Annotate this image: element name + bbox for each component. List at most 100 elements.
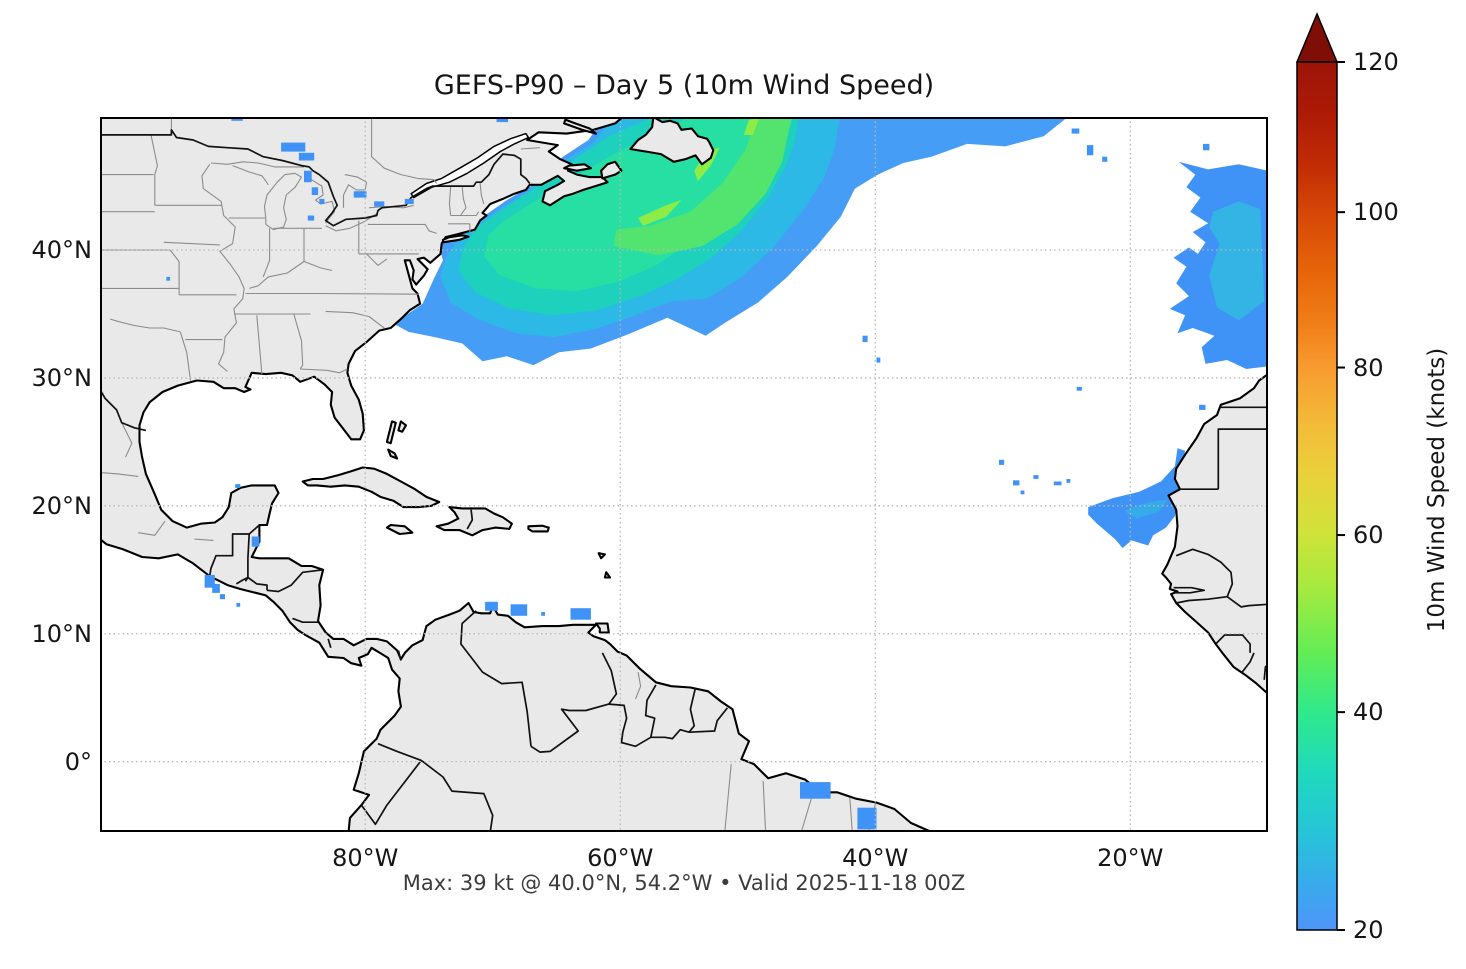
wind-speck [862,335,868,343]
wind-speck [304,170,312,183]
wind-speck [857,807,877,830]
state-border-mx-state-3 [138,520,166,536]
country-border-sierra-leone-liberia [1240,652,1255,674]
wind-speck [404,198,414,204]
colorbar-gradient [1296,61,1338,931]
state-border-ms-al [256,315,263,375]
wind-speck [541,612,545,616]
country-border-suriname-french-guiana [688,687,697,733]
country-border-colombia-ecuador [377,742,422,762]
country-border-colombia-venezuela [460,610,532,747]
state-border-brazil-state-3 [800,793,814,832]
y-tick-label: 20°N [31,491,93,520]
land-puerto-rico [527,524,550,533]
wind-speck [570,608,591,620]
country-border-haiti-dominican [466,509,474,530]
x-tick-label: 80°W [332,844,399,872]
y-tick-label: 0° [64,747,92,776]
country-border-nicaragua-costa-rica [292,617,318,624]
state-border-ga-fl [300,368,348,374]
map-plot-area [100,117,1268,832]
country-border-panama-colombia [397,650,402,661]
country-border-gambia [1173,586,1206,594]
wind-speck [999,459,1005,465]
land-long-island [441,234,470,244]
wind-speck [298,152,315,161]
wind-swath-35kt [483,117,767,291]
wind-speck [353,191,367,198]
wind-speck [1071,128,1080,134]
state-border-tx-la [179,331,192,381]
country-border-guyana-suriname [644,684,657,738]
country-border-french-guiana-brazil [689,707,729,734]
state-border-mn-dakotas [150,134,158,206]
land-prince-edward-island [563,163,592,172]
state-border-mx-state-1 [121,422,133,458]
state-border-il-in-wabash [262,228,271,278]
wind-ne-atlantic-blob-core [1209,201,1265,321]
wind-speck [1076,386,1082,391]
chart-title: GEFS-P90 – Day 5 (10m Wind Speed) [433,70,935,101]
colorbar-extend-arrow [1295,12,1339,63]
state-border-nh-me [479,182,485,205]
wind-west-africa-blob [1088,448,1186,548]
wind-speck [485,601,498,611]
state-border-al-ga [293,313,304,370]
wind-speck [1033,475,1039,479]
wind-speck [281,142,306,152]
wind-speck [236,603,241,607]
state-border-brazil-state-1 [724,764,732,832]
state-border-va-nc [317,292,419,295]
y-tick-label: 10°N [31,619,93,648]
country-border-el-salvador-honduras [247,576,268,591]
state-border-lake-michigan-shore [263,172,303,231]
wind-speck [235,484,241,488]
wind-speck [800,782,831,799]
river-st-lawrence-estuary [410,132,530,199]
max-valid-caption: Max: 39 kt @ 40.0°N, 54.2°W • Valid 2025… [402,871,966,895]
wind-speck [510,604,528,616]
state-border-mo-west [169,249,180,295]
colorbar-tick-label: 100 [1353,198,1399,227]
wind-speck [876,357,881,363]
state-border-erie-south-shore [325,212,379,232]
country-border-us-canada-west [100,128,531,227]
country-border-guinea-sierra-leone [1215,634,1251,653]
wind-speck [319,198,325,204]
wind-speck [1020,490,1025,495]
wind-speck [1053,481,1062,486]
country-border-senegal-guinea-mali [1226,596,1268,608]
land-martinique [603,571,612,579]
wind-swath-bright-patch [638,200,682,226]
colorbar-tick-label: 40 [1353,698,1384,727]
state-border-mississippi-river [201,163,245,372]
state-border-brazil-state-4 [849,797,853,832]
state-border-wi-mi-up [232,165,269,186]
wind-speck [212,583,220,593]
country-border-peru-colombia-brazil [420,759,494,832]
y-tick-label: 30°N [31,363,93,392]
state-border-ohio-river-east [303,260,333,272]
y-tick-label: 40°N [31,236,93,265]
country-border-belize-guatemala [247,533,251,559]
land-guadeloupe [597,552,606,560]
state-border-ia-mo [163,241,220,246]
wind-speck [219,594,225,600]
land-newfoundland [629,117,715,166]
wind-speck [307,215,315,221]
state-border-ny-vt [448,186,452,216]
country-border-costa-rica-panama [327,638,332,649]
land-bahamas-andros [387,448,399,460]
state-border-nc-sc [325,310,385,329]
wind-speck [1066,479,1071,483]
land-anticosti-island [563,118,598,135]
map-frame [100,117,1268,832]
land-jamaica [385,523,414,536]
colorbar-axis-label: 10m Wind Speed (knots) [1424,347,1450,633]
country-border-us-mexico [100,388,147,432]
state-border-mx-state-2 [100,472,139,477]
land-west-africa [1161,373,1268,695]
state-border-qc-nb [520,147,540,150]
land-hispaniola [435,506,513,537]
